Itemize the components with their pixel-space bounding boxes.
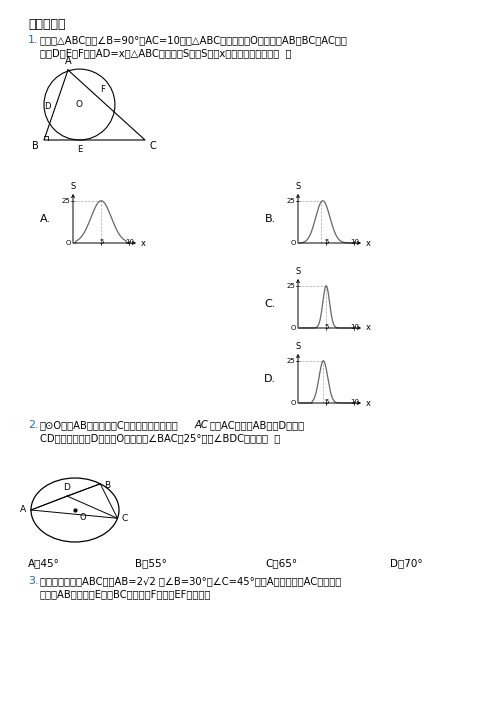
Text: 5: 5 [99, 239, 103, 245]
Text: 10: 10 [350, 239, 359, 245]
Text: CD，如图，若点D与圆心O不重合，∠BAC＝25°，则∠BDC的度数（  ）: CD，如图，若点D与圆心O不重合，∠BAC＝25°，则∠BDC的度数（ ） [40, 433, 280, 443]
Text: B.: B. [265, 214, 276, 224]
Text: O: O [291, 240, 296, 246]
Text: C: C [149, 141, 156, 151]
Text: 1.: 1. [28, 35, 39, 45]
Text: O: O [79, 513, 86, 522]
Text: 10: 10 [350, 324, 359, 330]
Text: x: x [366, 399, 371, 407]
Text: C: C [122, 514, 128, 523]
Text: D: D [44, 102, 51, 111]
Text: 作弧与AB相交于点E，与BC相交于点F，则弧EF的长为（: 作弧与AB相交于点E，与BC相交于点F，则弧EF的长为（ [40, 589, 211, 599]
Text: B．55°: B．55° [135, 558, 167, 568]
Text: A: A [64, 56, 71, 66]
Text: F: F [101, 85, 105, 94]
Text: 25: 25 [286, 283, 295, 289]
Text: S: S [296, 342, 301, 351]
Text: S: S [296, 267, 301, 276]
Text: 25: 25 [286, 358, 295, 364]
Text: 10: 10 [125, 239, 134, 245]
Text: x: x [366, 324, 371, 333]
Text: 于点D、E、F，设AD=x，△ABC的面积为S，则S关于x的函数图像大致为（  ）: 于点D、E、F，设AD=x，△ABC的面积为S，则S关于x的函数图像大致为（ ） [40, 48, 292, 58]
Text: 10: 10 [350, 399, 359, 405]
Text: 25: 25 [61, 198, 70, 204]
Text: O: O [65, 240, 71, 246]
Text: S: S [70, 182, 75, 191]
Text: D．70°: D．70° [390, 558, 423, 568]
Text: 如图，在三角形ABC中，AB=2√2 ，∠B=30°，∠C=45°，以A为圆心，以AC长为半径: 如图，在三角形ABC中，AB=2√2 ，∠B=30°，∠C=45°，以A为圆心，… [40, 576, 341, 586]
Text: B: B [104, 481, 111, 490]
Text: D.: D. [264, 374, 276, 384]
Text: O: O [291, 325, 296, 331]
Text: 沿弦AC翻折交AB于点D，连结: 沿弦AC翻折交AB于点D，连结 [210, 420, 305, 430]
Text: 25: 25 [286, 198, 295, 204]
Text: 如图在△ABC中，∠B=90°，AC=10，作△ABC的内切圆图O，分别与AB、BC、AC相切: 如图在△ABC中，∠B=90°，AC=10，作△ABC的内切圆图O，分别与AB、… [40, 35, 348, 45]
Text: A.: A. [40, 214, 51, 224]
Text: 3.: 3. [28, 576, 39, 586]
Text: C．65°: C．65° [265, 558, 297, 568]
Text: A: A [20, 505, 26, 515]
Text: x: x [141, 239, 146, 248]
Text: C.: C. [265, 299, 276, 309]
Text: 5: 5 [324, 324, 328, 330]
Text: A．45°: A．45° [28, 558, 60, 568]
Text: AC: AC [195, 420, 209, 430]
Text: E: E [77, 145, 82, 154]
Text: 2.: 2. [28, 420, 39, 430]
Text: 5: 5 [324, 239, 328, 245]
Text: S: S [296, 182, 301, 191]
Text: 一、选择题: 一、选择题 [28, 18, 65, 31]
Text: O: O [291, 400, 296, 406]
Text: x: x [366, 239, 371, 248]
Text: O: O [76, 100, 83, 109]
Text: 在⊙O中，AB为直径，点C为图上一点，将劣弧: 在⊙O中，AB为直径，点C为图上一点，将劣弧 [40, 420, 179, 430]
Text: 5: 5 [324, 399, 328, 405]
Text: B: B [32, 141, 39, 151]
Text: D: D [63, 483, 70, 492]
